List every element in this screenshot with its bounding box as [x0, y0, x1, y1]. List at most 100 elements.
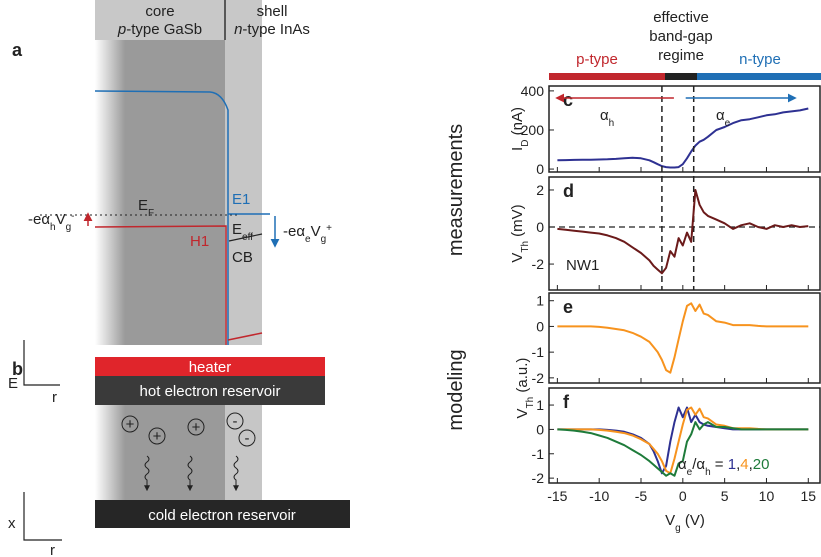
text-part: e [687, 467, 693, 478]
y-tick-label: 0 [536, 161, 544, 177]
regime-header: p-type effective band-gap regime n-type [549, 9, 821, 80]
plus: + [126, 416, 135, 433]
core-edge [95, 405, 125, 500]
text-part: D [520, 140, 531, 147]
text-part: 1 [728, 456, 736, 473]
header-region [95, 0, 262, 40]
panel-label: d [563, 181, 574, 201]
plot-frame [548, 387, 821, 484]
y-axis-label: VTh (mV) [509, 204, 531, 262]
gap-bar [665, 73, 697, 80]
x-tick-label: 10 [759, 488, 775, 504]
group-label: measurements [445, 124, 467, 256]
panel-label: e [563, 297, 573, 317]
y-tick-label: -1 [532, 344, 545, 360]
y-tick-label: 0 [536, 219, 544, 235]
text-part: , [749, 456, 753, 473]
conduction-band [94, 90, 229, 345]
cb-level [228, 233, 263, 242]
shell-valence-band [227, 332, 263, 341]
y-tick-label: 1 [536, 293, 544, 309]
text-part: α [600, 107, 609, 124]
e1-label: E1 [232, 191, 250, 208]
y-axis-label: ID (nA) [509, 107, 531, 151]
text-part: V [509, 253, 526, 263]
axis-e-label: E [8, 375, 18, 392]
text-part: V [665, 512, 675, 529]
shift-e-label: -eαeVg+ [283, 223, 332, 245]
shell-label: shell [257, 3, 288, 20]
hole [121, 415, 139, 433]
plus: + [153, 428, 162, 445]
x-tick-label: 0 [679, 488, 687, 504]
y-tick-label: 400 [521, 83, 545, 99]
shell-region [225, 0, 262, 345]
alpha-h-label: αh [600, 107, 614, 129]
alpha-e-label: αe [716, 107, 731, 129]
text-part: , [736, 456, 740, 473]
panel-label: c [563, 90, 573, 110]
electron [226, 412, 244, 430]
text-part: (a.u.) [514, 358, 531, 397]
panel-label: b [12, 359, 23, 379]
plot-frame [548, 292, 821, 384]
h1-label: H1 [190, 233, 209, 250]
cold-reservoir [95, 500, 350, 528]
plus: + [192, 419, 201, 436]
text-part: 4 [740, 456, 748, 473]
text-part: V [514, 408, 531, 418]
cb-label: CB [232, 249, 253, 266]
text-part: (nA) [509, 107, 526, 140]
y-axis-label: VTh (a.u.) [514, 358, 536, 419]
electron [238, 429, 256, 447]
p-type-label: p-type [576, 51, 618, 68]
hole [187, 418, 205, 436]
text-part: 20 [753, 456, 770, 473]
shell-region [225, 405, 262, 500]
text-part: α [716, 107, 725, 124]
series-line [557, 107, 809, 169]
panel-b: b heater hot electron reservoir cold ele… [8, 357, 350, 557]
position-axes [23, 492, 62, 541]
annotation: NW1 [566, 257, 599, 274]
core-label: core [145, 3, 174, 20]
text-part: h [609, 118, 615, 129]
n-type-bar [697, 73, 821, 80]
heater-bar [95, 357, 325, 376]
energy-axes [23, 340, 60, 386]
shell-type: n-type InAs [234, 21, 310, 38]
series-line [557, 302, 809, 374]
panel-a: core p-type GaSb shell n-type InAs a E1 … [8, 0, 332, 406]
y-tick-label: -2 [532, 256, 545, 272]
minus: - [245, 430, 250, 447]
x-tick-label: -15 [547, 488, 567, 504]
y-tick-label: 2 [536, 182, 544, 198]
y-tick-label: -1 [532, 446, 545, 462]
axis-r-label: r [50, 542, 55, 557]
text-part: = [711, 456, 728, 473]
core-type: p-type GaSb [117, 21, 202, 38]
heater-label: heater [189, 359, 232, 376]
x-tick-label: 5 [721, 488, 729, 504]
text-part: h [705, 467, 711, 478]
y-tick-label: 0 [536, 318, 544, 334]
y-tick-label: 1 [536, 397, 544, 413]
eeff-label: Eeff [232, 221, 253, 243]
text-part: g [675, 523, 681, 534]
n-type-label: n-type [739, 51, 781, 68]
text-part: (mV) [509, 204, 526, 241]
axis-x-label: x [8, 515, 16, 532]
text-part: (V) [681, 512, 705, 529]
plot-frame [548, 85, 821, 173]
y-tick-label: -2 [532, 470, 545, 486]
carriers [121, 412, 256, 447]
panel-label: f [563, 392, 570, 412]
x-axis-label: Vg (V) [665, 512, 705, 534]
x-tick-label: -5 [635, 488, 648, 504]
axis-r-label: r [52, 389, 57, 406]
regime-label: band-gap [649, 28, 712, 45]
x-tick-label: -10 [589, 488, 609, 504]
series-line [557, 189, 809, 275]
text-part: Th [525, 397, 536, 409]
y-tick-label: 0 [536, 421, 544, 437]
